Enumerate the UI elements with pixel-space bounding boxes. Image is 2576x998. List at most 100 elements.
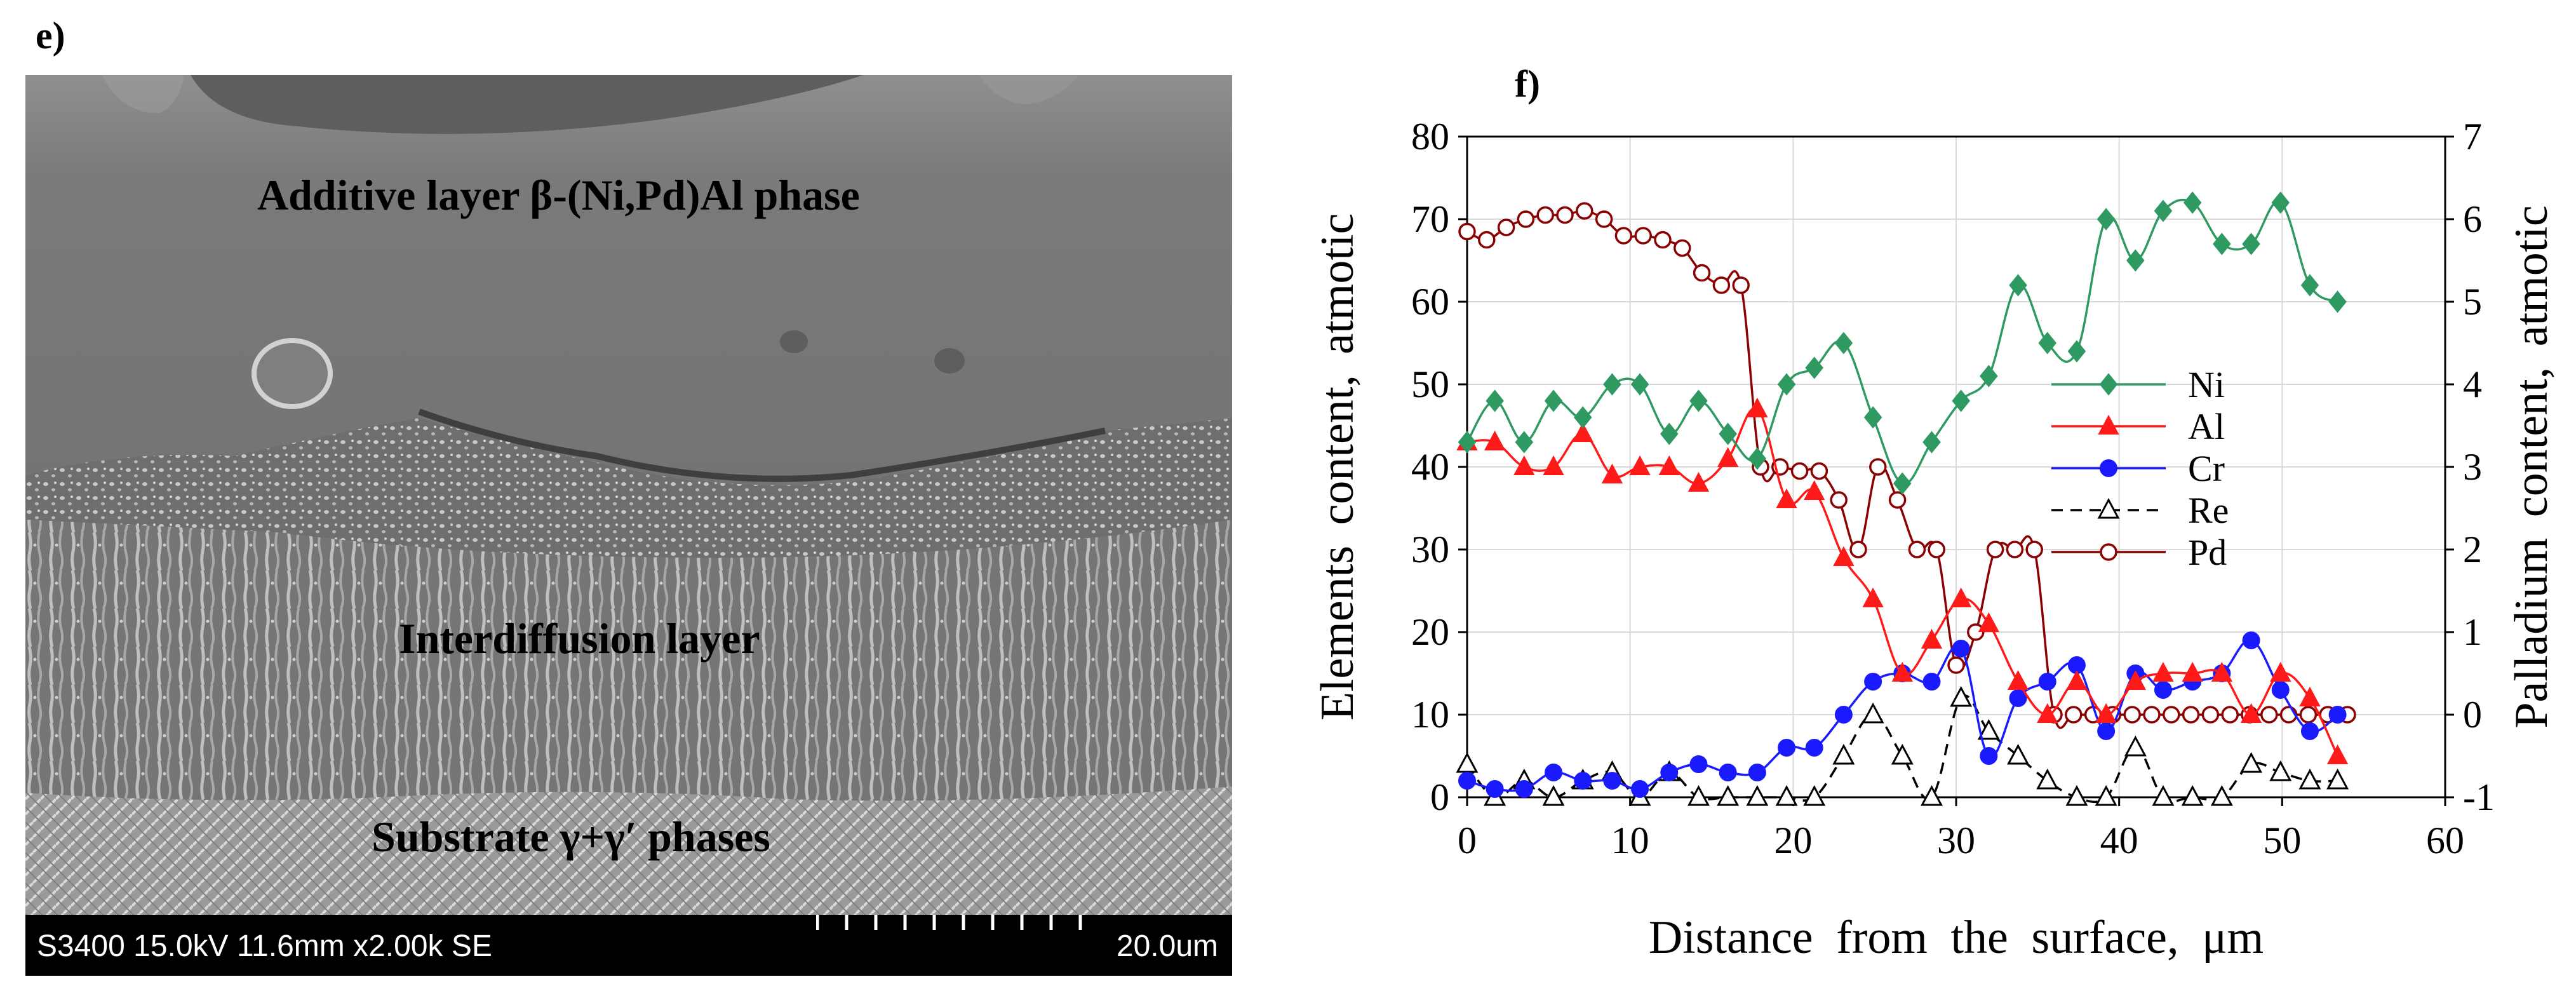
- data-point-al: [1804, 480, 1825, 500]
- data-point-re: [2065, 785, 2088, 806]
- data-point-re: [1950, 685, 1973, 707]
- series-al: [1456, 397, 2349, 764]
- data-point-re: [1687, 785, 1710, 806]
- data-point-re: [1456, 752, 1479, 773]
- data-point-al: [1978, 612, 2000, 632]
- legend-marker-al: [2098, 414, 2119, 435]
- data-point-pd: [1576, 202, 1593, 220]
- legend-label-cr: Cr: [2188, 448, 2225, 489]
- data-point-cr: [1689, 755, 1708, 773]
- data-point-cr: [1778, 739, 1796, 757]
- data-point-ni: [1777, 373, 1796, 396]
- data-point-cr: [2097, 722, 2116, 740]
- data-point-cr: [2271, 681, 2290, 699]
- data-point-pd: [1517, 210, 1535, 228]
- data-point-pd: [2299, 706, 2318, 724]
- x-tick-label: 10: [1611, 819, 1649, 861]
- sem-acquisition-info: S3400 15.0kV 11.6mm x2.00k SE: [37, 929, 492, 963]
- series-line-re: [1466, 694, 2338, 804]
- data-point-cr: [1748, 764, 1766, 781]
- data-point-pd: [1732, 276, 1750, 294]
- data-point-ni: [2067, 340, 2086, 363]
- legend-marker-pd: [2100, 543, 2117, 561]
- x-tick-label: 30: [1937, 819, 1975, 861]
- data-point-re: [1832, 743, 1855, 765]
- legend-label-ni: Ni: [2188, 364, 2225, 405]
- data-point-pd: [1556, 206, 1574, 224]
- data-point-pd: [1947, 656, 1965, 674]
- data-point-pd: [1693, 264, 1711, 282]
- data-point-pd: [2201, 706, 2220, 724]
- data-point-pd: [2006, 541, 2024, 558]
- data-point-ni: [1719, 422, 1737, 445]
- data-point-al: [2037, 703, 2058, 723]
- sem-scale-ticks: [816, 915, 1082, 930]
- data-point-ni: [2183, 191, 2202, 214]
- y-tick-label: 60: [1411, 281, 1449, 323]
- sem-label-additive-layer: Additive layer β-(Ni,Pd)Al phase: [257, 171, 860, 219]
- data-point-ni: [1630, 373, 1649, 396]
- data-point-pd: [1458, 222, 1476, 241]
- data-point-pd: [2065, 706, 2083, 724]
- y2-tick-label: -1: [2463, 776, 2495, 818]
- data-point-ni: [2328, 290, 2347, 313]
- data-point-re: [2240, 752, 2263, 773]
- data-point-al: [1833, 546, 1855, 566]
- data-point-cr: [2300, 722, 2319, 740]
- data-point-cr: [1805, 739, 1823, 757]
- data-point-al: [1776, 488, 1797, 508]
- series-ni: [1458, 191, 2347, 495]
- x-tick-label: 60: [2426, 819, 2464, 861]
- data-point-pd: [2143, 706, 2161, 724]
- data-point-re: [2210, 785, 2233, 806]
- y2-tick-label: 7: [2463, 116, 2482, 158]
- series-cr: [1458, 631, 2347, 798]
- legend-marker-ni: [2099, 373, 2118, 396]
- data-point-pd: [2260, 706, 2278, 724]
- data-point-al: [2066, 670, 2088, 690]
- data-point-ni: [2242, 233, 2260, 255]
- data-point-re: [2036, 768, 2059, 790]
- legend-label-pd: Pd: [2188, 532, 2227, 573]
- data-point-al: [1629, 455, 1651, 475]
- data-point-pd: [1869, 458, 1887, 476]
- data-point-cr: [2154, 681, 2172, 699]
- data-point-pd: [2221, 706, 2239, 724]
- data-point-cr: [1719, 764, 1737, 781]
- y2-axis-label: Palladium content, atmotic: [2506, 205, 2558, 728]
- data-point-re: [1542, 785, 1565, 806]
- data-point-cr: [1603, 772, 1621, 790]
- data-point-pd: [1908, 541, 1926, 558]
- data-point-pd: [1888, 491, 1907, 509]
- data-point-ni: [2038, 332, 2057, 354]
- data-point-pd: [1536, 206, 1554, 224]
- data-point-al: [2095, 703, 2117, 723]
- y-tick-label: 70: [1411, 198, 1449, 240]
- sem-label-substrate: Substrate γ+γ′ phases: [372, 813, 770, 861]
- chart-svg: 0 10 20 30 40 50 60 0 10 20 30 40 50 60 70 80 -1 0 1 2 3 4 5 6 7…: [1311, 116, 2558, 964]
- x-tick-label: 20: [1774, 819, 1812, 861]
- y-tick-label: 0: [1430, 776, 1449, 818]
- data-point-pd: [1634, 227, 1652, 245]
- data-point-cr: [1922, 673, 1941, 691]
- data-point-re: [2298, 768, 2321, 790]
- data-point-ni: [2213, 233, 2231, 255]
- sem-micrograph: Additive layer β-(Ni,Pd)Al phase Interdi…: [25, 75, 1232, 976]
- data-point-al: [2211, 661, 2233, 682]
- y2-tick-label: 3: [2463, 446, 2482, 488]
- data-point-cr: [1458, 772, 1476, 790]
- data-point-al: [2270, 661, 2291, 682]
- data-point-cr: [2328, 706, 2347, 724]
- data-point-cr: [1486, 780, 1504, 798]
- data-point-ni: [1660, 422, 1679, 445]
- data-point-re: [2152, 785, 2175, 806]
- series-re: [1456, 685, 2349, 806]
- data-point-pd: [1497, 219, 1515, 236]
- y-tick-label: 50: [1411, 363, 1449, 405]
- data-point-re: [2326, 768, 2349, 790]
- y2-tick-label: 6: [2463, 198, 2482, 240]
- data-point-pd: [1849, 541, 1867, 558]
- data-point-re: [2124, 735, 2147, 757]
- data-point-ni: [1952, 389, 1970, 412]
- data-point-al: [1513, 455, 1535, 475]
